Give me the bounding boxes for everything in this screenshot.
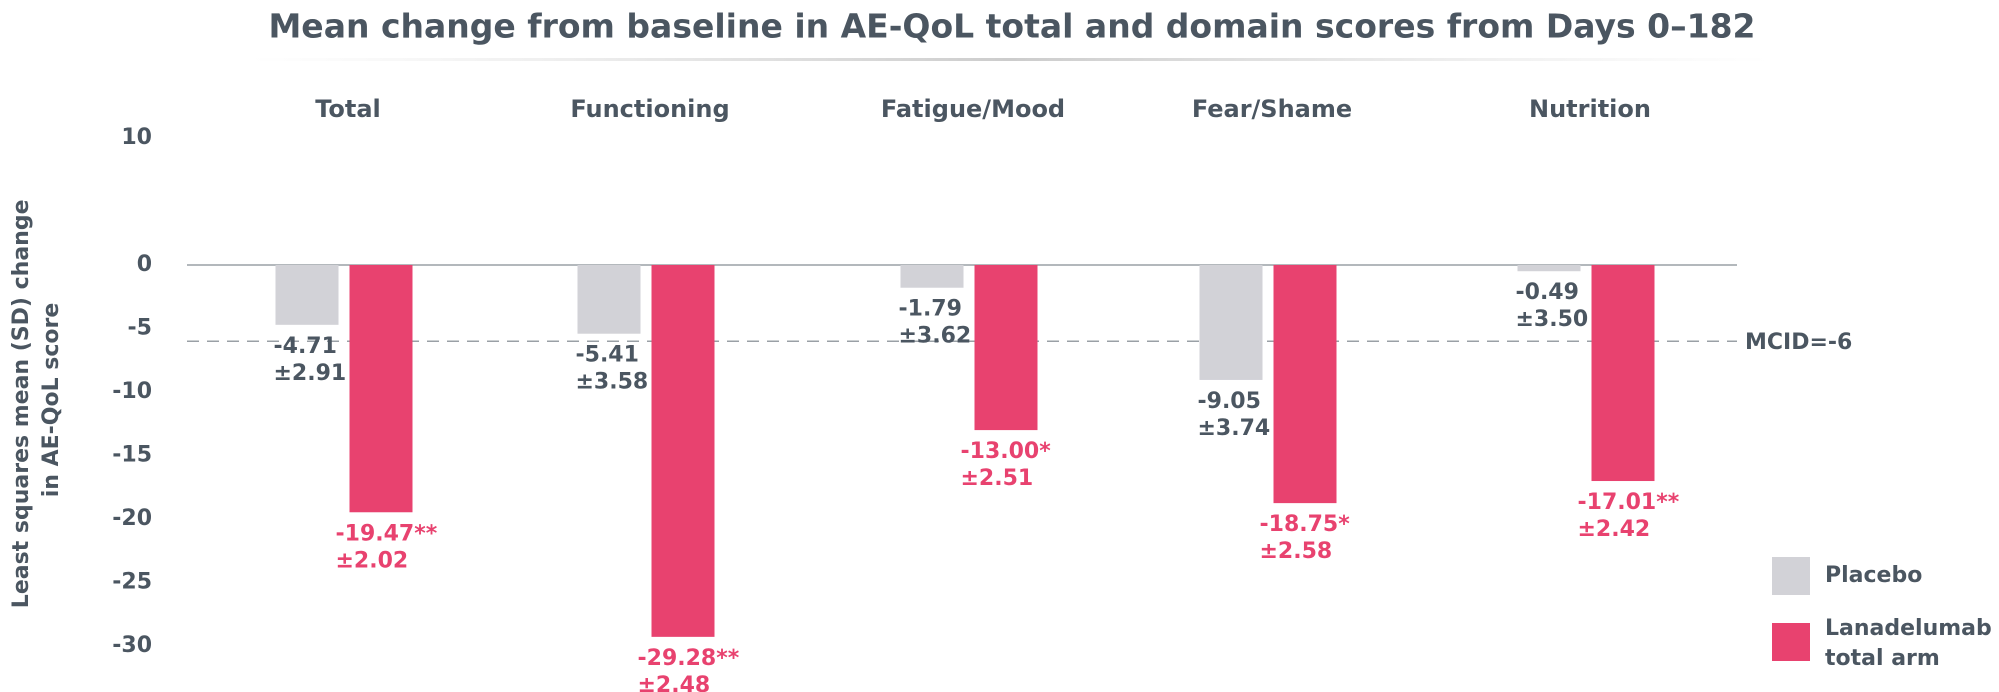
- bar: [900, 265, 964, 288]
- legend-label: Lanadelumab total arm: [1825, 616, 1992, 671]
- title-underline: [250, 58, 1770, 61]
- bar: [1517, 265, 1581, 272]
- y-axis-label-line: in AE-QoL score: [39, 303, 64, 498]
- sd-label: ±2.48: [638, 673, 711, 692]
- y-tick-label: -20: [112, 506, 152, 531]
- sd-label: ±2.42: [1578, 517, 1651, 542]
- value-label: -0.49: [1516, 280, 1579, 305]
- y-tick-label: -30: [112, 633, 152, 658]
- value-label: -29.28**: [638, 646, 740, 671]
- mcid-label: MCID=-6: [1745, 330, 1852, 355]
- sd-label: ±3.58: [576, 370, 649, 395]
- bar: [577, 265, 641, 334]
- bar: [1199, 265, 1263, 380]
- sd-label: ±3.74: [1198, 416, 1271, 441]
- sd-label: ±3.50: [1516, 307, 1589, 332]
- bar: [974, 265, 1038, 431]
- category-label: Fear/Shame: [1192, 95, 1352, 123]
- value-label: -4.71: [274, 334, 337, 359]
- category-label: Fatigue/Mood: [881, 95, 1065, 123]
- category-label: Total: [315, 95, 381, 123]
- y-tick-label: -25: [112, 570, 152, 595]
- y-tick-label: -10: [112, 379, 152, 404]
- category-label: Nutrition: [1529, 95, 1651, 123]
- bar: [1273, 265, 1337, 504]
- legend-label: Placebo: [1825, 563, 1922, 588]
- y-axis-label: Least squares mean (SD) change in AE-QoL…: [9, 192, 64, 608]
- y-tick-label: 0: [137, 252, 152, 277]
- bar: [651, 265, 715, 637]
- bar: [275, 265, 339, 325]
- value-label: -13.00*: [961, 439, 1052, 464]
- sd-label: ±2.91: [274, 361, 347, 386]
- y-tick-label: 10: [121, 125, 152, 150]
- bar: [349, 265, 413, 513]
- value-label: -18.75*: [1260, 512, 1351, 537]
- legend-swatch: [1772, 557, 1810, 595]
- y-tick-label: -15: [112, 443, 152, 468]
- value-label: -9.05: [1198, 389, 1261, 414]
- sd-label: ±2.58: [1260, 539, 1333, 564]
- value-label: -17.01**: [1578, 490, 1680, 515]
- value-label: -5.41: [576, 343, 639, 368]
- bar: [1591, 265, 1655, 482]
- value-label: -1.79: [899, 297, 962, 322]
- chart-title: Mean change from baseline in AE-QoL tota…: [268, 7, 1755, 46]
- sd-label: ±2.51: [961, 466, 1034, 491]
- sd-label: ±2.02: [336, 548, 409, 573]
- y-axis-label-line: Least squares mean (SD) change: [9, 199, 34, 608]
- sd-label: ±3.62: [899, 324, 972, 349]
- legend-swatch: [1772, 623, 1810, 661]
- value-label: -19.47**: [336, 521, 438, 546]
- y-tick-label: -5: [128, 316, 152, 341]
- category-label: Functioning: [570, 95, 729, 123]
